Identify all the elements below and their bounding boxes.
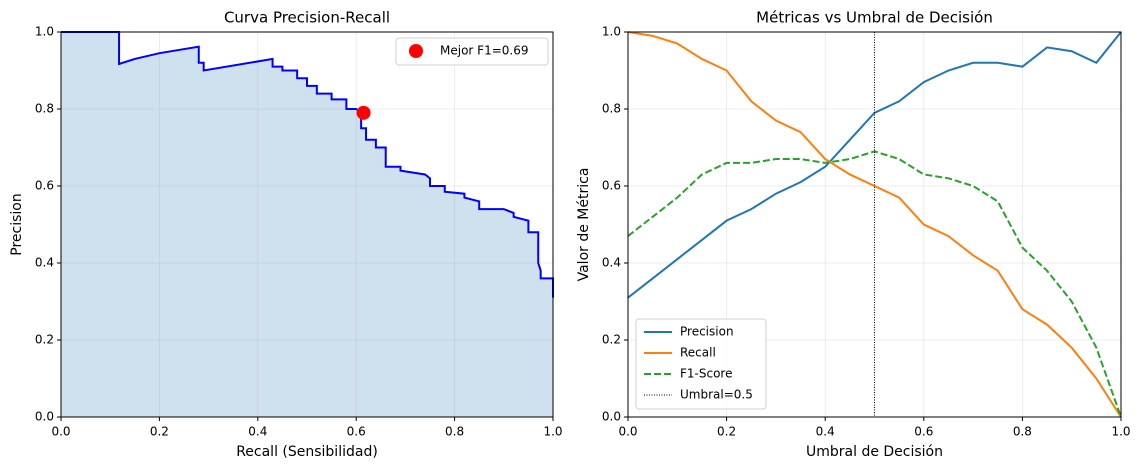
y-tick-label: 0.6 — [35, 179, 54, 193]
y-axis-label: Precision — [9, 193, 25, 255]
x-tick-label: 0.0 — [51, 425, 70, 439]
x-tick-label: 0.8 — [445, 425, 464, 439]
chart-title: Curva Precision-Recall — [224, 9, 390, 27]
legend: Mejor F1=0.69 — [395, 37, 549, 66]
x-tick-label: 0.4 — [248, 425, 267, 439]
x-axis-label: Umbral de Decisión — [806, 444, 943, 460]
line — [627, 31, 1122, 418]
y-tick-label: 0.8 — [602, 102, 621, 116]
y-tick-label: 0.4 — [602, 256, 621, 270]
y-tick-label: 1.0 — [35, 25, 54, 39]
y-tick-label: 1.0 — [602, 25, 621, 39]
y-tick-label: 0.8 — [35, 102, 54, 116]
y-tick-label: 0.2 — [35, 333, 54, 347]
y-tick-label: 0.2 — [602, 333, 621, 347]
legend-label: Mejor F1=0.69 — [440, 44, 528, 58]
axes-frame — [627, 31, 1122, 418]
legend-label: Recall — [680, 346, 716, 360]
line — [61, 31, 554, 298]
y-tick-label: 0.4 — [35, 256, 54, 270]
x-tick-label: 0.2 — [150, 425, 169, 439]
legend-swatch — [409, 44, 423, 58]
x-tick-label: 0.2 — [717, 425, 736, 439]
legend-box — [395, 37, 549, 66]
line — [627, 150, 1122, 418]
y-tick-label: 0.0 — [602, 410, 621, 424]
y-tick-label: 0.0 — [35, 410, 54, 424]
legend-label: Umbral=0.5 — [680, 388, 753, 402]
x-tick-label: 1.0 — [543, 425, 562, 439]
legend-label: F1-Score — [680, 367, 732, 381]
x-tick-label: 1.0 — [1111, 425, 1130, 439]
x-tick-label: 0.4 — [816, 425, 835, 439]
legend-box — [635, 318, 767, 410]
axes-frame — [60, 31, 554, 418]
x-tick-label: 0.6 — [914, 425, 933, 439]
x-tick-label: 0.6 — [347, 425, 366, 439]
best-point — [356, 105, 371, 120]
x-tick-label: 0.0 — [618, 425, 637, 439]
legend: Precision Recall F1-Score Umbral=0.5 — [635, 318, 767, 410]
y-axis-label: Valor de Métrica — [576, 168, 592, 282]
y-tick-label: 0.6 — [602, 179, 621, 193]
area — [61, 32, 553, 417]
legend-label: Precision — [680, 325, 734, 339]
chart-title: Métricas vs Umbral de Decisión — [756, 9, 993, 27]
x-tick-label: 0.8 — [1013, 425, 1032, 439]
x-axis-label: Recall (Sensibilidad) — [236, 444, 378, 460]
